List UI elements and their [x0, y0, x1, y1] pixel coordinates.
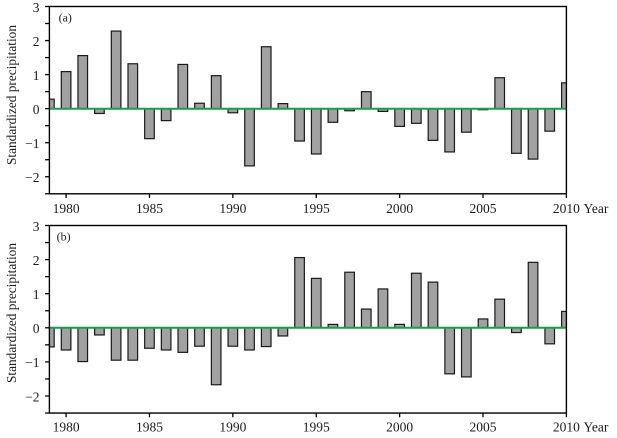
svg-text:(b): (b)	[57, 230, 71, 244]
svg-text:1990: 1990	[219, 201, 246, 216]
svg-text:2010: 2010	[553, 201, 580, 216]
svg-text:1985: 1985	[136, 420, 163, 435]
svg-text:1985: 1985	[136, 201, 163, 216]
svg-text:−2: −2	[25, 170, 39, 185]
svg-text:1980: 1980	[53, 420, 80, 435]
svg-text:Year: Year	[584, 201, 609, 216]
svg-text:1995: 1995	[303, 201, 330, 216]
svg-text:1990: 1990	[219, 420, 246, 435]
svg-text:Year: Year	[584, 420, 609, 435]
svg-text:2005: 2005	[470, 420, 497, 435]
svg-text:1995: 1995	[303, 420, 330, 435]
svg-text:0: 0	[33, 321, 40, 336]
svg-text:3: 3	[33, 219, 40, 234]
svg-text:−2: −2	[25, 389, 39, 404]
svg-text:2000: 2000	[386, 420, 413, 435]
svg-text:Standardized precipitation: Standardized precipitation	[4, 243, 19, 383]
svg-text:2010: 2010	[553, 420, 580, 435]
svg-text:(a): (a)	[59, 11, 72, 25]
svg-text:Standardized precipitation: Standardized precipitation	[4, 25, 19, 165]
svg-text:2000: 2000	[386, 201, 413, 216]
svg-text:3: 3	[33, 0, 40, 15]
svg-text:1980: 1980	[53, 201, 80, 216]
svg-text:−1: −1	[25, 136, 39, 151]
svg-text:−1: −1	[25, 355, 39, 370]
svg-text:1: 1	[33, 68, 40, 83]
svg-text:2: 2	[33, 253, 40, 268]
svg-text:2005: 2005	[470, 201, 497, 216]
svg-text:1: 1	[33, 287, 40, 302]
svg-text:0: 0	[33, 102, 40, 117]
svg-text:2: 2	[33, 34, 40, 49]
